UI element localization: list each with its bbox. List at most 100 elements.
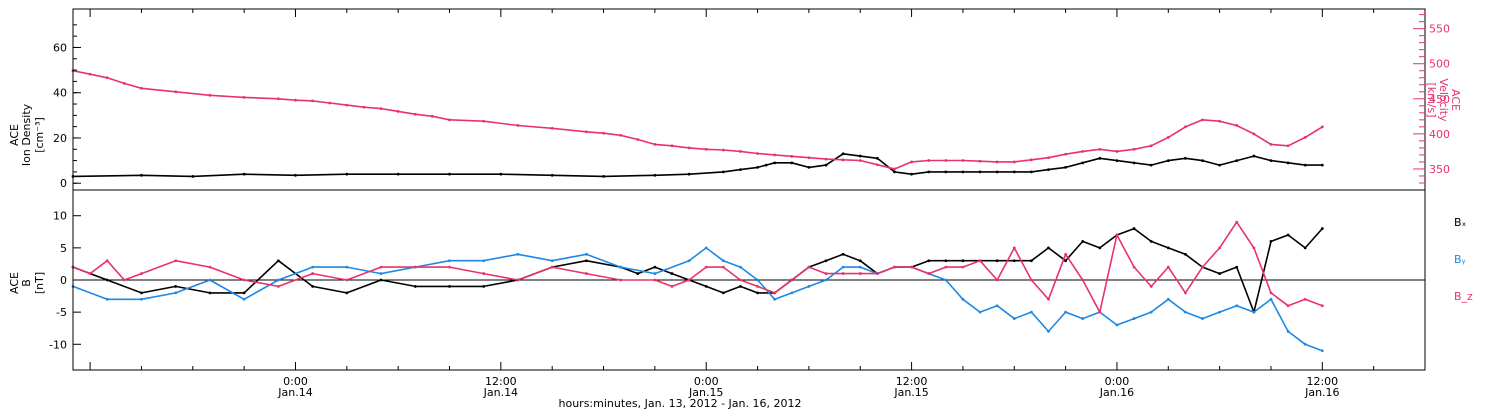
bx-series-point: [242, 291, 246, 295]
b-ylabel-line3: [nT]: [33, 272, 46, 294]
density-series-point: [602, 175, 605, 178]
bz-series-point: [790, 278, 794, 282]
bz-series-point: [927, 272, 931, 275]
bx-series-point: [1149, 240, 1153, 243]
bz-series-point: [910, 265, 913, 269]
density-series-point: [1286, 161, 1290, 165]
density-series-point: [1235, 159, 1239, 162]
velocity-series-point: [978, 159, 982, 163]
density-series-point: [1166, 159, 1170, 162]
by-series-point: [995, 304, 999, 308]
bz-series-point: [242, 278, 246, 282]
velocity-series-point: [790, 154, 794, 158]
bz-series-point: [345, 278, 349, 282]
by-series-point: [721, 259, 725, 263]
density-series-point: [875, 156, 879, 160]
density-series-point: [841, 152, 845, 156]
bz-series-point: [721, 265, 725, 269]
by-series-point: [978, 310, 982, 314]
by-series-point: [961, 297, 965, 301]
velocity-series-point: [653, 142, 657, 146]
bz-series-point: [1098, 310, 1102, 314]
bx-series-point: [345, 291, 349, 295]
bz-series-point: [140, 272, 143, 275]
bx-series-point: [448, 285, 451, 288]
bz-series-point: [482, 272, 486, 275]
bx-series-point: [1012, 259, 1016, 263]
bz-series-point: [841, 272, 845, 275]
bz-series-point: [1149, 285, 1153, 288]
density-series-point: [995, 170, 999, 174]
density-series-point: [345, 172, 349, 176]
by-series-point: [242, 297, 246, 301]
velocity-series-point: [242, 95, 246, 99]
velocity-series-point: [910, 160, 913, 164]
velocity-series-point: [1098, 147, 1102, 151]
bz-series-point: [174, 259, 178, 263]
density-series-point: [927, 170, 931, 174]
velocity-series-point: [1286, 144, 1290, 148]
velocity-series-point: [516, 124, 520, 127]
bx-series-point: [585, 259, 588, 263]
bz-series-point: [1252, 246, 1256, 250]
bz-series-point: [1132, 265, 1136, 269]
b-ytick-label-4: 10: [53, 210, 67, 223]
velocity-series-point: [944, 159, 948, 162]
velocity-series-point: [995, 160, 999, 164]
by-series-point: [790, 291, 794, 295]
bz-series-point: [944, 265, 948, 269]
bx-series-point: [721, 291, 725, 295]
by-series-point: [585, 252, 588, 256]
bx-series-point: [858, 259, 862, 263]
by-series-point: [1320, 349, 1324, 353]
velocity-series-point: [1115, 150, 1119, 153]
density-series-point: [1269, 159, 1273, 162]
legend-bz: B_z: [1454, 290, 1473, 303]
velocity-series-point: [1064, 152, 1068, 156]
by-series-point: [1303, 342, 1307, 346]
bz-series-point: [448, 265, 451, 269]
bx-series-point: [140, 291, 143, 295]
by-series-point: [550, 259, 554, 263]
bz-series-point: [1303, 297, 1307, 301]
by-series-point: [1201, 317, 1204, 320]
density-series-point: [1098, 156, 1102, 160]
bx-series-point: [1286, 233, 1290, 237]
by-series: [72, 247, 1323, 352]
bz-series-point: [1081, 278, 1085, 282]
bx-series-point: [636, 272, 640, 275]
density-ylabel-line3: [cm⁻³]: [33, 117, 46, 153]
density-series-point: [499, 172, 503, 176]
bz-series-point: [773, 291, 777, 295]
x-tick-date-3: Jan.15: [893, 386, 928, 399]
velocity-series-point: [619, 133, 623, 137]
velocity-series-point: [704, 147, 708, 151]
by-series-point: [619, 265, 623, 269]
by-series-point: [1235, 304, 1239, 308]
bz-series-point: [379, 265, 383, 269]
velocity-series-point: [636, 138, 640, 141]
velocity-series-point: [1166, 135, 1170, 139]
density-series-point: [294, 173, 297, 177]
velocity-series-point: [1303, 135, 1307, 139]
bx-series-point: [944, 259, 948, 263]
by-series-point: [1149, 310, 1153, 314]
b-ytick-label-3: 5: [60, 242, 67, 255]
x-tick-date-0: Jan.14: [277, 386, 312, 399]
bx-series-point: [824, 259, 828, 263]
bz-series-point: [88, 272, 92, 275]
by-series-point: [379, 272, 383, 275]
velocity-series-point: [841, 158, 845, 162]
density-series-point: [824, 163, 828, 167]
bz-series-point: [995, 278, 999, 282]
bz-series-point: [875, 272, 879, 275]
bx-series-point: [841, 252, 845, 256]
bx-series-point: [105, 278, 109, 282]
density-series-point: [1201, 159, 1204, 162]
x-tick-date-1: Jan.14: [483, 386, 518, 399]
by-series-point: [1029, 310, 1033, 314]
bz-series-point: [978, 259, 982, 263]
density-series-point: [790, 161, 794, 165]
velocity-series-point: [122, 81, 126, 85]
bx-series-point: [1047, 246, 1050, 250]
